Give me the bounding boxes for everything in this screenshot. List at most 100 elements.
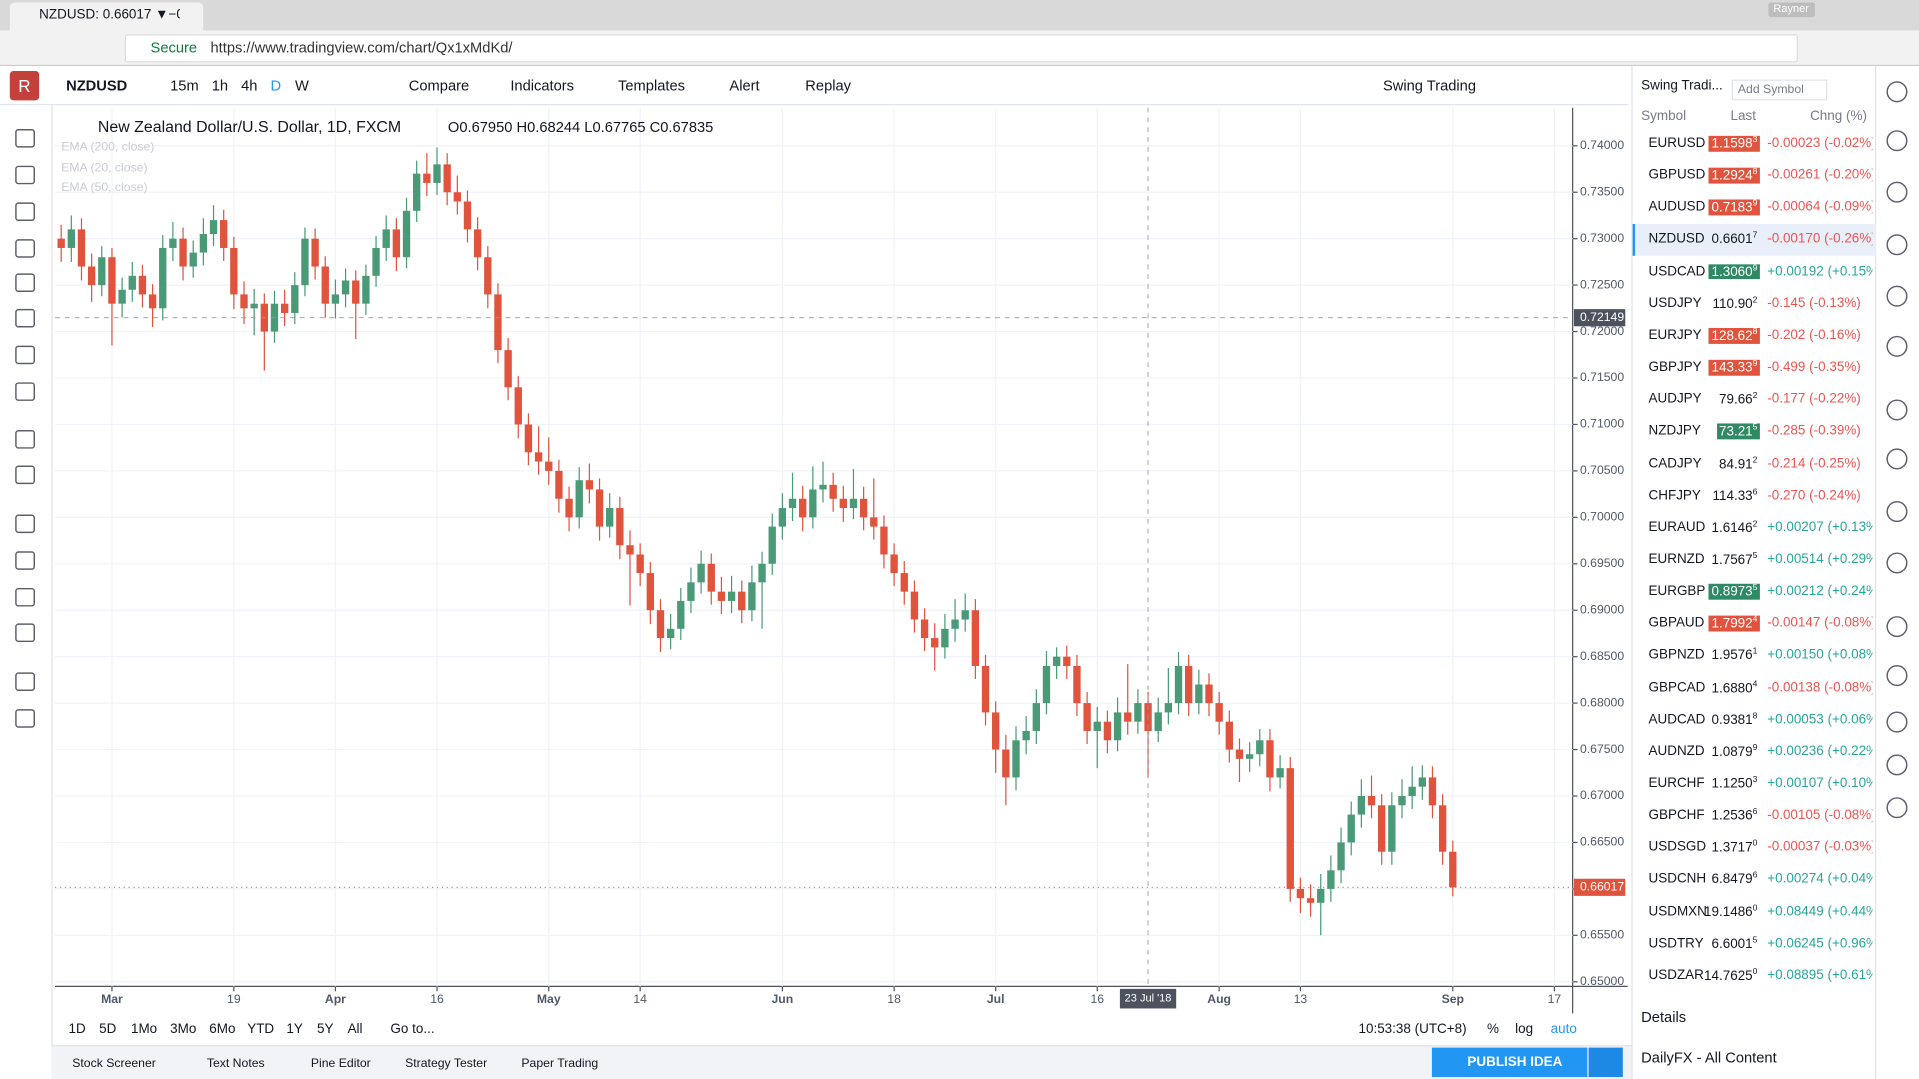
candle-body: [1154, 712, 1162, 731]
toolbar-button[interactable]: Indicators: [510, 77, 575, 95]
bottom-tab[interactable]: Stock Screener: [72, 1057, 156, 1071]
range-button[interactable]: All: [347, 1021, 363, 1037]
interval-button[interactable]: W: [294, 77, 309, 95]
candle-body: [1367, 796, 1376, 806]
row-symbol[interactable]: GBPUSD: [1648, 167, 1706, 183]
goto-button[interactable]: Go to...: [390, 1021, 435, 1037]
bottom-tab[interactable]: Paper Trading: [521, 1057, 599, 1071]
row-symbol[interactable]: USDCAD: [1648, 263, 1706, 279]
row-symbol[interactable]: GBPCHF: [1648, 807, 1705, 823]
row-symbol[interactable]: EURCHF: [1648, 775, 1705, 791]
candle-body: [98, 257, 106, 286]
publish-label[interactable]: PUBLISH IDEA: [1467, 1054, 1563, 1070]
details-section[interactable]: Details: [1641, 1008, 1687, 1026]
row-symbol[interactable]: GBPAUD: [1648, 615, 1705, 631]
scale-option[interactable]: auto: [1550, 1021, 1577, 1037]
bottom-tabs-bar: [51, 1045, 1632, 1079]
row-symbol[interactable]: AUDJPY: [1648, 391, 1702, 407]
candle-body: [1286, 768, 1294, 889]
row-symbol[interactable]: NZDJPY: [1648, 423, 1701, 439]
row-symbol[interactable]: USDCNH: [1648, 871, 1707, 887]
range-button[interactable]: 5D: [99, 1021, 117, 1037]
side-icon: [1886, 754, 1908, 776]
row-symbol[interactable]: EURUSD: [1648, 135, 1706, 151]
row-symbol[interactable]: USDJPY: [1648, 295, 1702, 311]
publish-button[interactable]: [1431, 1047, 1588, 1077]
avatar[interactable]: R: [9, 70, 40, 101]
interval-button[interactable]: 15m: [170, 77, 199, 95]
x-tick-label: 16: [430, 992, 444, 1006]
candle-body: [1438, 805, 1447, 852]
url-box[interactable]: [124, 34, 1798, 63]
row-symbol[interactable]: AUDCAD: [1648, 711, 1706, 727]
candle-body: [565, 498, 573, 518]
row-change: +0.00274 (+0.04%: [1767, 871, 1873, 887]
toolbar-button[interactable]: Alert: [729, 77, 760, 95]
publish-play[interactable]: [1588, 1047, 1623, 1077]
x-tick-label: 18: [887, 992, 901, 1006]
bottom-tab[interactable]: Text Notes: [206, 1057, 265, 1071]
last-price: 1.3717: [1711, 840, 1753, 856]
last-price: 128.62: [1711, 328, 1753, 344]
toolbar-button[interactable]: Replay: [805, 77, 852, 95]
row-symbol[interactable]: EURJPY: [1648, 327, 1702, 343]
layout-name[interactable]: Swing Trading: [1382, 77, 1477, 95]
watchlist-title[interactable]: Swing Tradi...: [1641, 78, 1723, 94]
add-symbol[interactable]: Add Symbol: [1731, 79, 1828, 101]
row-symbol[interactable]: USDSGD: [1648, 839, 1707, 855]
toolbar-button[interactable]: Templates: [618, 77, 685, 95]
row-last: 0.71839: [1709, 199, 1760, 216]
url: https://www.tradingview.com/chart/Qx1xMd…: [210, 39, 513, 57]
row-symbol[interactable]: GBPCAD: [1648, 679, 1706, 695]
candle-body: [595, 489, 604, 527]
row-symbol[interactable]: USDTRY: [1648, 935, 1704, 951]
scale-option[interactable]: %: [1486, 1021, 1499, 1037]
bottom-tab[interactable]: Pine Editor: [310, 1057, 371, 1071]
range-button[interactable]: 1Y: [286, 1021, 303, 1037]
crosshair-date-box: [1119, 988, 1177, 1009]
row-symbol[interactable]: USDMXN: [1648, 903, 1707, 919]
row-symbol[interactable]: CHFJPY: [1648, 487, 1701, 503]
row-symbol[interactable]: USDZAR: [1648, 967, 1704, 983]
range-button[interactable]: 6Mo: [209, 1021, 236, 1037]
interval-button[interactable]: D: [270, 77, 282, 95]
candle-body: [1093, 721, 1101, 731]
row-symbol[interactable]: EURNZD: [1648, 551, 1705, 567]
row-symbol[interactable]: AUDUSD: [1648, 199, 1706, 215]
row-symbol[interactable]: EURAUD: [1648, 519, 1706, 535]
last-pip: 6: [1752, 871, 1758, 881]
candle-body: [1276, 768, 1284, 778]
y-tick-label: 0.71500: [1580, 370, 1624, 384]
candle-body: [951, 619, 959, 629]
row-symbol[interactable]: GBPJPY: [1648, 359, 1702, 375]
candle-body: [585, 480, 594, 490]
range-button[interactable]: 3Mo: [170, 1021, 197, 1037]
candle-body: [900, 573, 908, 592]
interval-button[interactable]: 1h: [211, 77, 229, 95]
range-button[interactable]: 1D: [68, 1021, 86, 1037]
row-change: -0.499 (-0.35%): [1767, 359, 1861, 375]
range-button[interactable]: YTD: [247, 1021, 275, 1037]
news-section[interactable]: DailyFX - All Content: [1641, 1048, 1777, 1066]
row-symbol[interactable]: CADJPY: [1648, 455, 1702, 471]
toolbar-button[interactable]: Compare: [408, 77, 470, 95]
row-symbol[interactable]: EURGBP: [1648, 583, 1706, 599]
tab[interactable]: [9, 2, 204, 31]
row-symbol[interactable]: AUDNZD: [1648, 743, 1705, 759]
range-button[interactable]: 5Y: [316, 1021, 334, 1037]
row-symbol[interactable]: GBPNZD: [1648, 647, 1705, 663]
candle-body: [890, 554, 898, 574]
candle-body: [331, 294, 340, 304]
candle-body: [981, 665, 990, 713]
scale-option[interactable]: log: [1515, 1021, 1534, 1037]
symbol[interactable]: NZDUSD: [66, 77, 128, 95]
candle-body: [1449, 851, 1457, 888]
candle-body: [788, 498, 797, 509]
bottom-tab[interactable]: Strategy Tester: [405, 1057, 488, 1071]
candle-body: [321, 266, 329, 304]
last-pip: 8: [1752, 327, 1758, 337]
row-symbol[interactable]: NZDUSD: [1648, 231, 1705, 247]
range-button[interactable]: 1Mo: [130, 1021, 158, 1037]
column-header: Chng (%): [1810, 108, 1867, 124]
interval-button[interactable]: 4h: [241, 77, 258, 95]
